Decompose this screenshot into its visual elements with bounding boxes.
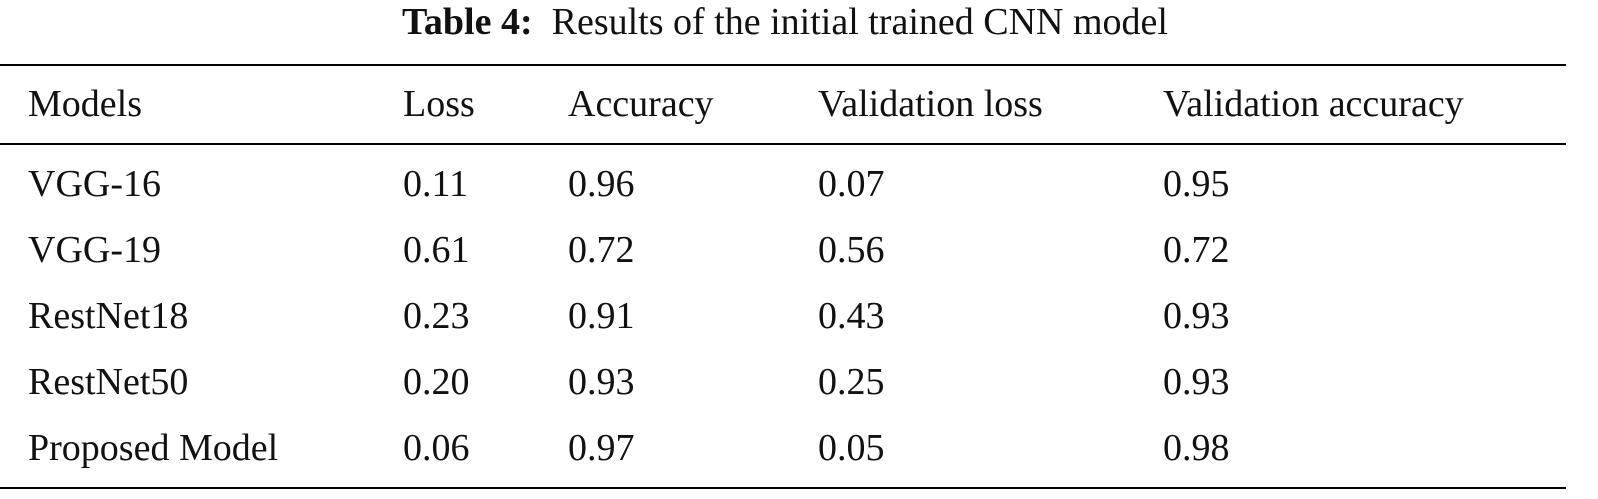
caption-label: Table 4:: [402, 1, 533, 43]
accuracy-cell: 0.97: [568, 427, 635, 469]
table-row: RestNet50 0.20 0.93 0.25 0.93: [0, 352, 1566, 412]
accuracy-cell: 0.96: [568, 163, 635, 205]
loss-cell: 0.20: [403, 361, 470, 403]
validation-accuracy-cell: 0.72: [1163, 229, 1230, 271]
validation-loss-cell: 0.05: [818, 427, 885, 469]
validation-accuracy-cell: 0.95: [1163, 163, 1230, 205]
loss-cell: 0.11: [403, 163, 469, 205]
caption-text: Results of the initial trained CNN model: [551, 1, 1168, 43]
table-row: VGG-16 0.11 0.96 0.07 0.95: [0, 154, 1566, 214]
validation-loss-cell: 0.07: [818, 163, 885, 205]
accuracy-cell: 0.72: [568, 229, 635, 271]
accuracy-cell: 0.93: [568, 361, 635, 403]
validation-loss-cell: 0.43: [818, 295, 885, 337]
table-row: VGG-19 0.61 0.72 0.56 0.72: [0, 220, 1566, 280]
bottom-rule: [0, 487, 1566, 489]
header-cell-accuracy: Accuracy: [568, 83, 714, 125]
model-name-cell: VGG-19: [28, 229, 161, 271]
validation-accuracy-cell: 0.93: [1163, 361, 1230, 403]
validation-accuracy-cell: 0.98: [1163, 427, 1230, 469]
validation-accuracy-cell: 0.93: [1163, 295, 1230, 337]
loss-cell: 0.23: [403, 295, 470, 337]
model-name-cell: RestNet50: [28, 361, 189, 403]
header-cell-loss: Loss: [403, 83, 475, 125]
loss-cell: 0.61: [403, 229, 470, 271]
table-row: Proposed Model 0.06 0.97 0.05 0.98: [0, 418, 1566, 478]
model-name-cell: Proposed Model: [28, 427, 279, 469]
header-row: Models Loss Accuracy Validation loss Val…: [0, 74, 1566, 134]
model-name-cell: RestNet18: [28, 295, 189, 337]
accuracy-cell: 0.91: [568, 295, 635, 337]
table-row: RestNet18 0.23 0.91 0.43 0.93: [0, 286, 1566, 346]
table-caption: Table 4: Results of the initial trained …: [0, 0, 1570, 44]
top-rule: [0, 64, 1566, 66]
loss-cell: 0.06: [403, 427, 470, 469]
header-cell-validation-accuracy: Validation accuracy: [1163, 83, 1464, 125]
validation-loss-cell: 0.56: [818, 229, 885, 271]
validation-loss-cell: 0.25: [818, 361, 885, 403]
model-name-cell: VGG-16: [28, 163, 161, 205]
header-cell-validation-loss: Validation loss: [818, 83, 1043, 125]
header-rule: [0, 143, 1566, 145]
header-cell-models: Models: [28, 83, 142, 125]
